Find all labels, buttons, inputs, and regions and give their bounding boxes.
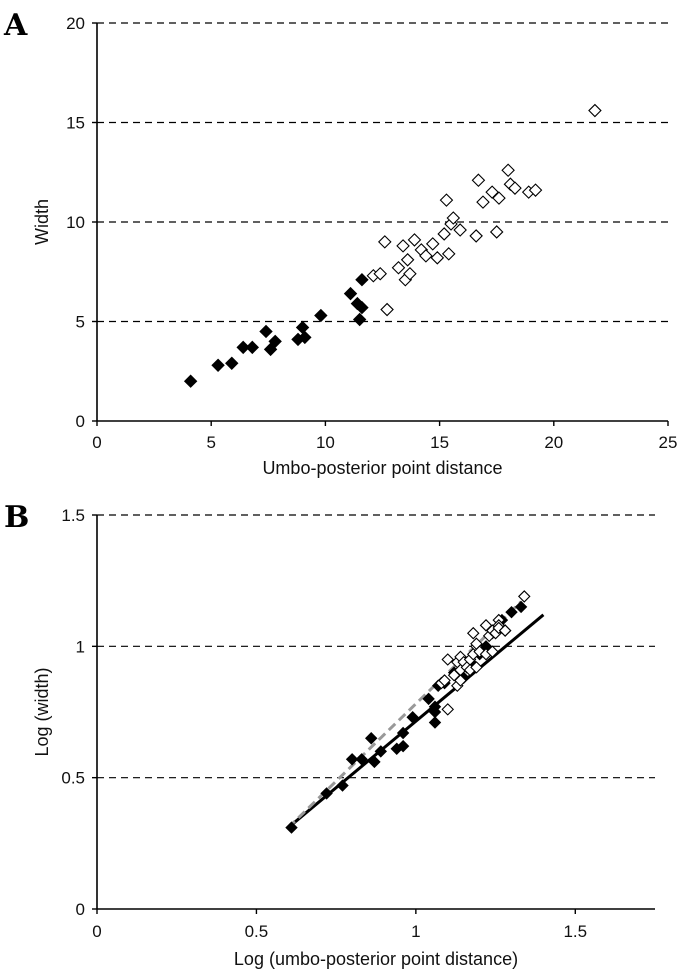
filled-point-b bbox=[396, 726, 410, 740]
open-point-a bbox=[485, 185, 499, 199]
x-axis-title-b: Log (umbo-posterior point distance) bbox=[234, 949, 518, 969]
y-tick-label-b: 0.5 bbox=[61, 769, 85, 788]
open-point-b bbox=[473, 645, 486, 658]
x-tick-label-a: 5 bbox=[206, 433, 215, 452]
filled-point-a bbox=[295, 320, 310, 335]
open-point-a bbox=[446, 211, 461, 225]
panel-b-label: B bbox=[4, 500, 30, 535]
y-tick-label-a: 20 bbox=[66, 14, 85, 33]
open-point-a bbox=[378, 235, 392, 249]
open-point-a bbox=[471, 173, 486, 187]
open-point-a bbox=[391, 260, 406, 275]
x-tick-label-b: 0 bbox=[92, 922, 101, 941]
open-point-b bbox=[441, 653, 455, 666]
x-tick-label-b: 1.5 bbox=[563, 922, 587, 941]
y-tick-label-b: 1.5 bbox=[61, 506, 85, 525]
x-tick-label-b: 1 bbox=[411, 922, 420, 941]
y-tick-label-b: 1 bbox=[76, 637, 85, 656]
filled-point-b bbox=[345, 753, 359, 766]
filled-point-b bbox=[368, 755, 381, 769]
x-tick-label-a: 10 bbox=[316, 433, 335, 452]
filled-point-a bbox=[225, 356, 239, 370]
fit-line-dashed bbox=[287, 600, 523, 829]
y-tick-label-a: 15 bbox=[66, 114, 85, 133]
filled-point-a bbox=[352, 312, 367, 327]
y-axis-title-a: Width bbox=[32, 199, 52, 245]
open-point-b bbox=[470, 661, 483, 674]
open-point-b bbox=[441, 703, 455, 716]
open-point-b bbox=[466, 626, 480, 640]
filled-point-b bbox=[396, 739, 410, 753]
open-point-a bbox=[492, 191, 506, 205]
filled-point-a bbox=[298, 330, 312, 345]
open-point-a bbox=[425, 237, 440, 251]
x-tick-label-a: 25 bbox=[659, 433, 678, 452]
filled-point-a bbox=[245, 340, 260, 355]
open-point-b bbox=[479, 619, 493, 632]
filled-point-b bbox=[428, 705, 442, 719]
open-point-a bbox=[489, 225, 504, 239]
open-point-a bbox=[508, 181, 522, 195]
open-point-b bbox=[486, 645, 499, 658]
filled-point-a bbox=[355, 273, 369, 287]
open-point-a bbox=[437, 227, 451, 241]
x-tick-label-b: 0.5 bbox=[245, 922, 269, 941]
y-tick-label-b: 0 bbox=[76, 900, 85, 919]
panel-a-label: A bbox=[4, 8, 28, 43]
filled-point-a bbox=[355, 300, 369, 315]
open-point-a bbox=[400, 253, 415, 267]
filled-point-b bbox=[374, 745, 387, 758]
open-point-b bbox=[438, 674, 451, 687]
y-tick-label-a: 10 bbox=[66, 213, 85, 232]
open-point-a bbox=[380, 302, 394, 317]
x-axis-title-a: Umbo-posterior point distance bbox=[262, 458, 502, 478]
x-tick-label-a: 0 bbox=[92, 433, 101, 452]
filled-point-a bbox=[314, 308, 328, 323]
open-point-a bbox=[528, 183, 543, 197]
filled-point-b bbox=[514, 600, 528, 614]
filled-point-b bbox=[320, 787, 333, 800]
open-point-a bbox=[441, 247, 456, 261]
filled-point-b bbox=[336, 779, 349, 792]
open-point-b bbox=[492, 621, 506, 635]
filled-point-b bbox=[365, 732, 378, 745]
filled-point-a bbox=[259, 324, 273, 339]
open-point-a bbox=[407, 233, 422, 247]
open-point-b bbox=[454, 674, 467, 687]
filled-point-a bbox=[211, 358, 225, 372]
filled-point-a bbox=[183, 374, 198, 388]
x-tick-label-a: 20 bbox=[544, 433, 563, 452]
open-point-b bbox=[498, 624, 512, 637]
filled-point-b bbox=[285, 821, 298, 834]
y-tick-label-a: 5 bbox=[76, 313, 85, 332]
filled-point-a bbox=[268, 334, 282, 349]
open-point-a bbox=[373, 266, 387, 281]
open-point-a bbox=[476, 195, 490, 209]
filled-point-b bbox=[406, 711, 419, 724]
filled-point-b bbox=[505, 605, 518, 619]
open-point-b bbox=[517, 590, 531, 603]
open-point-a bbox=[453, 223, 467, 237]
open-point-a bbox=[419, 249, 433, 263]
x-tick-label-a: 15 bbox=[430, 433, 449, 452]
filled-point-b bbox=[422, 692, 435, 706]
filled-point-a bbox=[236, 340, 250, 355]
open-point-a bbox=[396, 239, 410, 253]
open-point-a bbox=[403, 266, 417, 281]
open-point-a bbox=[469, 229, 483, 243]
filled-point-b bbox=[428, 716, 442, 729]
open-point-a bbox=[430, 251, 445, 265]
y-axis-title-b: Log (width) bbox=[32, 667, 52, 756]
y-tick-label-a: 0 bbox=[76, 412, 85, 431]
filled-point-a bbox=[343, 286, 358, 301]
filled-point-b bbox=[355, 753, 368, 766]
open-point-a bbox=[588, 103, 602, 118]
open-point-a bbox=[439, 193, 454, 207]
open-point-a bbox=[501, 163, 515, 178]
